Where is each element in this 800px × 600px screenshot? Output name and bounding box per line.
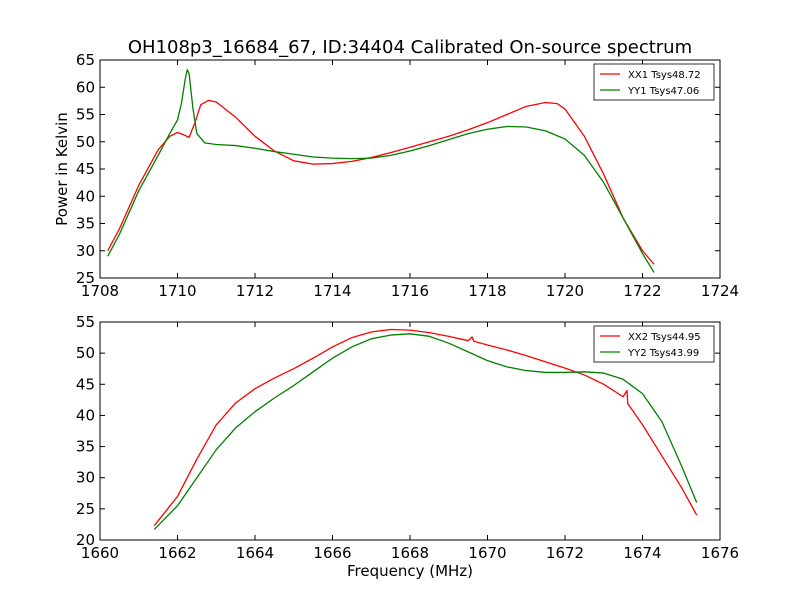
x-tick-label: 1718 [468, 282, 506, 300]
y-tick-label: 65 [76, 51, 95, 69]
series-line-2 [107, 69, 655, 273]
legend: XX2 Tsys44.95 YY2 Tsys43.99 [593, 325, 715, 363]
x-tick-label: 1716 [391, 282, 429, 300]
series-line-1 [107, 99, 655, 265]
y-tick-label: 30 [76, 469, 95, 487]
x-tick-label: 1662 [158, 544, 196, 562]
x-tick-label: 1674 [623, 544, 661, 562]
panel-1: 1708 1710 1712 1714 1716 1718 1720 1722 1724 25 30… [53, 51, 739, 300]
y-tick-label: 45 [76, 375, 95, 393]
x-tick-label: 1660 [81, 544, 119, 562]
x-tick-label: 1672 [546, 544, 584, 562]
legend-entry: YY1 Tsys47.06 [627, 86, 699, 97]
legend-entry: YY2 Tsys43.99 [627, 348, 699, 359]
y-tick-label: 25 [76, 500, 95, 518]
legend-entry: XX1 Tsys48.72 [628, 70, 701, 81]
y-tick-label: 40 [76, 406, 95, 424]
y-tick-label: 45 [76, 160, 95, 178]
figure-title: OH108p3_16684_67, ID:34404 Calibrated On… [128, 37, 692, 58]
y-tick-label: 35 [76, 215, 95, 233]
y-tick-label: 55 [76, 313, 95, 331]
x-tick-label: 1720 [546, 282, 584, 300]
series-line-3 [153, 328, 698, 527]
legend-box [593, 63, 715, 101]
y-tick-label: 30 [76, 242, 95, 260]
y-tick-label: 60 [76, 78, 95, 96]
x-tick-label: 1722 [623, 282, 661, 300]
y-tick-label: 25 [76, 269, 95, 287]
x-tick-label: 1724 [701, 282, 739, 300]
legend-box [593, 325, 715, 363]
panel-2: 1660 1662 1664 1666 1668 1670 1672 1674 1676 20 25… [76, 313, 739, 580]
y-tick-label: 55 [76, 106, 95, 124]
x-tick-label: 1710 [158, 282, 196, 300]
legend-entry: XX2 Tsys44.95 [628, 332, 701, 343]
x-tick-label: 1670 [468, 544, 506, 562]
x-tick-label: 1708 [81, 282, 119, 300]
x-tick-label: 1668 [391, 544, 429, 562]
y-tick-label: 50 [76, 133, 95, 151]
legend: XX1 Tsys48.72 YY1 Tsys47.06 [593, 63, 715, 101]
y-tick-label: 50 [76, 344, 95, 362]
y-axis-label: Power in Kelvin [53, 112, 71, 226]
x-tick-label: 1666 [313, 544, 351, 562]
y-tick-label: 20 [76, 531, 95, 549]
x-tick-label: 1664 [236, 544, 274, 562]
y-tick-label: 35 [76, 438, 95, 456]
x-tick-label: 1714 [313, 282, 351, 300]
x-tick-label: 1712 [236, 282, 274, 300]
series-line-4 [153, 333, 698, 530]
panels-group: 1708 1710 1712 1714 1716 1718 1720 1722 1724 25 30… [53, 51, 739, 580]
x-tick-label: 1676 [701, 544, 739, 562]
x-axis-label: Frequency (MHz) [347, 562, 473, 580]
y-tick-label: 40 [76, 187, 95, 205]
